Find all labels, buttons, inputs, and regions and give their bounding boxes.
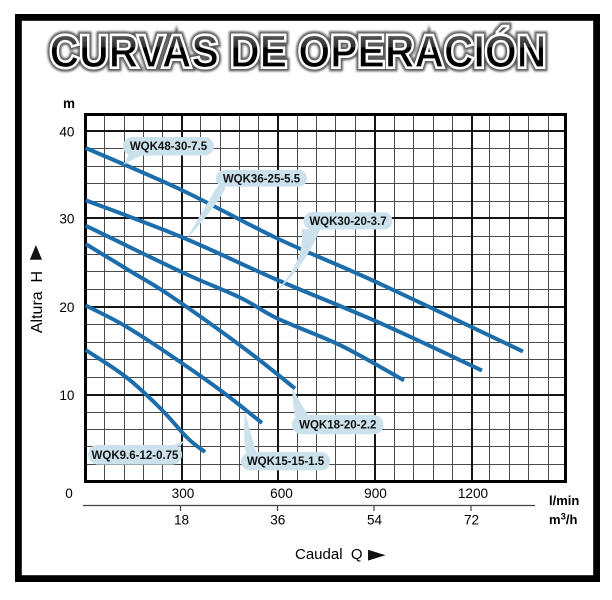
svg-text:10: 10 <box>59 388 75 403</box>
svg-text:CURVAS DE OPERACIÓN: CURVAS DE OPERACIÓN <box>50 26 547 77</box>
svg-text:72: 72 <box>464 513 479 528</box>
svg-text:40: 40 <box>59 124 75 139</box>
svg-text:CURVAS DE OPERACIÓN: CURVAS DE OPERACIÓN <box>50 26 547 77</box>
svg-text:CURVAS DE OPERACIÓN: CURVAS DE OPERACIÓN <box>50 26 547 77</box>
svg-text:900: 900 <box>364 486 387 501</box>
svg-text:m: m <box>63 96 75 111</box>
svg-text:300: 300 <box>172 486 195 501</box>
svg-text:Altura H: Altura H <box>29 271 46 333</box>
svg-text:WQK48-30-7.5: WQK48-30-7.5 <box>130 141 208 153</box>
svg-text:36: 36 <box>270 513 285 528</box>
svg-text:54: 54 <box>367 513 383 528</box>
svg-text:WQK18-20-2.2: WQK18-20-2.2 <box>299 420 376 432</box>
svg-text:WQK9.6-12-0.75: WQK9.6-12-0.75 <box>92 450 180 462</box>
svg-text:1200: 1200 <box>458 486 489 501</box>
svg-text:Caudal Q: Caudal Q <box>295 546 363 563</box>
svg-text:WQK15-15-1.5: WQK15-15-1.5 <box>247 456 325 468</box>
svg-text:WQK36-25-5.5: WQK36-25-5.5 <box>223 173 301 185</box>
svg-text:18: 18 <box>174 513 189 528</box>
svg-text:20: 20 <box>59 300 75 315</box>
svg-text:l/min: l/min <box>549 493 579 508</box>
svg-text:m3/h: m3/h <box>549 512 577 528</box>
svg-text:30: 30 <box>59 211 75 226</box>
svg-text:0: 0 <box>65 486 73 501</box>
svg-text:600: 600 <box>270 486 293 501</box>
svg-text:WQK30-20-3.7: WQK30-20-3.7 <box>309 216 386 228</box>
